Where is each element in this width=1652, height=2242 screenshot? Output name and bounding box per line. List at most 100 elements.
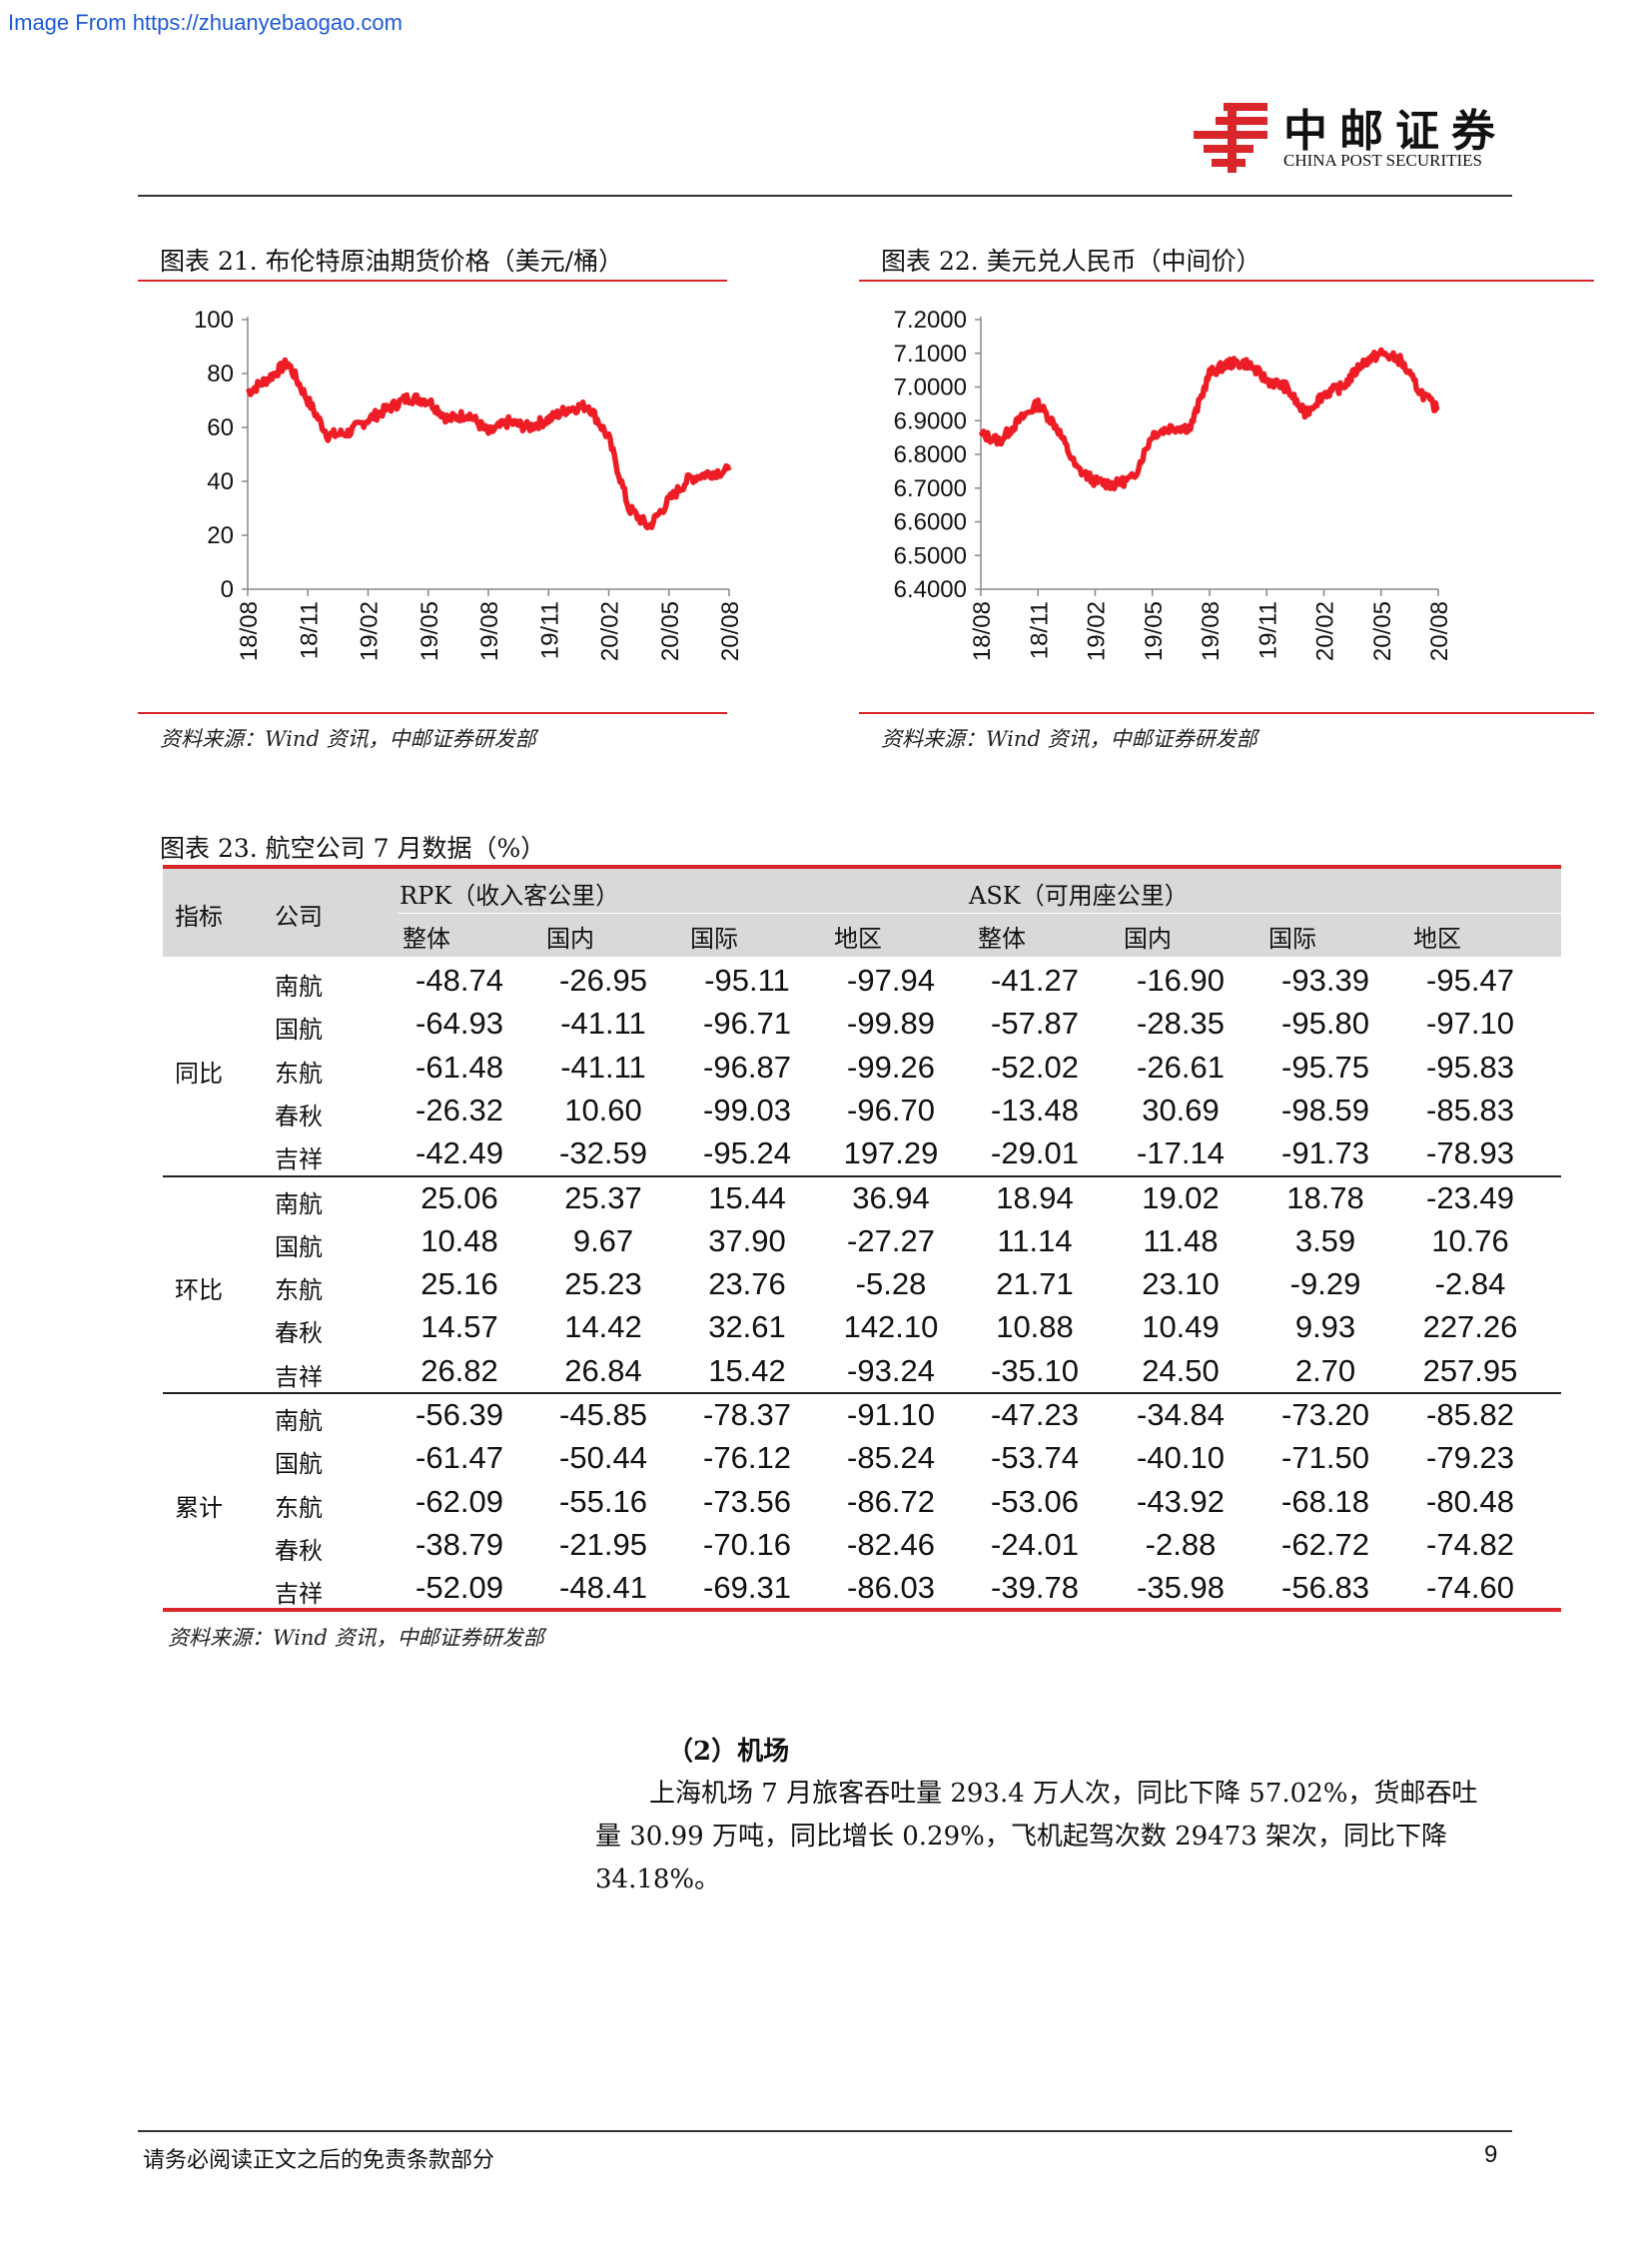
value-cell: -47.23 — [991, 1397, 1079, 1432]
y-tick-label: 20 — [207, 522, 234, 549]
value-cell: -48.41 — [559, 1570, 647, 1606]
value-cell: -26.61 — [1137, 1049, 1225, 1085]
value-cell: 15.44 — [708, 1179, 786, 1215]
value-cell: -40.10 — [1137, 1440, 1225, 1476]
subheader-1: 国内 — [546, 925, 594, 953]
x-tick-label: 20/05 — [657, 601, 684, 661]
value-cell: -86.03 — [847, 1570, 935, 1606]
value-cell: 227.26 — [1422, 1309, 1518, 1345]
value-cell: 10.60 — [564, 1092, 642, 1127]
value-cell: -97.94 — [847, 963, 935, 998]
x-tick-label: 19/11 — [1254, 601, 1281, 659]
value-cell: -96.70 — [847, 1092, 935, 1127]
value-cell: -24.01 — [991, 1526, 1079, 1562]
x-tick-label: 19/11 — [536, 601, 563, 659]
y-tick-label: 7.2000 — [894, 307, 967, 334]
figure22-bottom-rule — [859, 712, 1594, 714]
company-cell: 吉祥 — [275, 1362, 323, 1391]
value-cell: -79.23 — [1426, 1440, 1514, 1476]
value-cell: 19.02 — [1142, 1179, 1220, 1215]
value-cell: 11.48 — [1143, 1222, 1219, 1258]
value-cell: 21.71 — [996, 1266, 1074, 1302]
value-cell: 26.84 — [564, 1352, 642, 1388]
value-cell: 18.78 — [1286, 1179, 1364, 1215]
figure21-title-rule — [138, 280, 727, 282]
company-cell: 东航 — [275, 1059, 323, 1088]
brent-oil-chart: 100 80 60 40 20 018/08 18/11 19/02 19/05 19/08 19/… — [194, 307, 744, 661]
value-cell: -43.92 — [1137, 1483, 1225, 1519]
value-cell: -61.48 — [415, 1049, 503, 1085]
value-cell: -13.48 — [991, 1092, 1079, 1127]
y-tick-label: 80 — [207, 361, 234, 387]
group-divider — [163, 1174, 1561, 1177]
value-cell: -76.12 — [703, 1440, 791, 1476]
value-cell: -56.83 — [1281, 1570, 1369, 1606]
x-tick-label: 18/08 — [236, 601, 263, 661]
x-tick-label: 20/08 — [1426, 601, 1453, 661]
figure21-bottom-rule — [138, 712, 727, 714]
value-cell: 11.14 — [997, 1222, 1073, 1258]
value-cell: -95.75 — [1281, 1049, 1369, 1085]
watermark-link[interactable]: Image From https://zhuanyebaogao.com — [8, 10, 403, 35]
company-cell: 国航 — [275, 1016, 323, 1045]
figure21-title: 图表 21. 布伦特原油期货价格（美元/桶） — [160, 247, 624, 276]
value-cell: -53.06 — [991, 1483, 1079, 1519]
value-cell: 25.23 — [564, 1266, 642, 1302]
header-rpk: RPK（收入客公里） — [400, 882, 620, 910]
subheader-6: 国际 — [1268, 925, 1316, 953]
header-ask: ASK（可用座公里） — [969, 882, 1189, 910]
value-cell: -42.49 — [415, 1135, 503, 1171]
value-cell: -71.50 — [1281, 1440, 1369, 1476]
value-cell: -91.73 — [1281, 1135, 1369, 1171]
subheader-4: 整体 — [978, 925, 1026, 953]
value-cell: -41.27 — [991, 963, 1079, 998]
value-cell: 25.06 — [420, 1179, 498, 1215]
value-cell: 9.93 — [1294, 1309, 1356, 1345]
value-cell: 23.76 — [708, 1266, 786, 1302]
value-cell: -61.47 — [415, 1440, 503, 1476]
footer-divider — [138, 2130, 1512, 2132]
value-cell: -29.01 — [991, 1135, 1079, 1171]
x-tick-label: 20/05 — [1369, 601, 1396, 661]
value-cell: -99.03 — [703, 1092, 791, 1127]
value-cell: -23.49 — [1426, 1179, 1514, 1215]
company-logo: 中邮证券 CHINA POST SECURITIES — [1194, 95, 1513, 180]
value-cell: -96.87 — [703, 1049, 791, 1085]
value-cell: -98.59 — [1281, 1092, 1369, 1127]
value-cell: 36.94 — [852, 1179, 930, 1215]
table-source: 资料来源：Wind 资讯，中邮证券研发部 — [168, 1626, 544, 1650]
value-cell: -99.89 — [847, 1006, 935, 1042]
value-cell: -50.44 — [559, 1440, 647, 1476]
value-cell: 10.49 — [1142, 1309, 1220, 1345]
y-tick-label: 6.7000 — [894, 475, 967, 502]
value-cell: -73.20 — [1281, 1397, 1369, 1432]
group-label: 同比 — [175, 1059, 223, 1088]
footer-disclaimer: 请务必阅读正文之后的免责条款部分 — [143, 2148, 495, 2173]
figure22-title-rule — [859, 280, 1594, 282]
value-cell: -34.84 — [1137, 1397, 1225, 1432]
group-label: 环比 — [175, 1276, 223, 1305]
y-tick-label: 6.6000 — [894, 509, 967, 536]
subheader-5: 国内 — [1124, 925, 1172, 953]
company-cell: 南航 — [275, 1189, 323, 1218]
table-header-divider — [398, 913, 1561, 914]
value-cell: 32.61 — [708, 1309, 786, 1345]
section-heading: （2）机场 — [667, 1737, 790, 1767]
subheader-2: 国际 — [690, 925, 738, 953]
value-cell: -39.78 — [991, 1570, 1079, 1606]
value-cell: -64.93 — [415, 1006, 503, 1042]
value-cell: -62.09 — [415, 1483, 503, 1519]
x-tick-label: 20/02 — [597, 601, 624, 661]
company-cell: 东航 — [275, 1276, 323, 1305]
x-tick-label: 19/02 — [357, 601, 384, 661]
value-cell: 26.82 — [420, 1352, 498, 1388]
x-tick-label: 19/08 — [1198, 601, 1225, 661]
y-tick-label: 6.8000 — [894, 441, 967, 468]
table-top-rule — [163, 865, 1561, 869]
value-cell: -78.37 — [703, 1397, 791, 1432]
subheader-0: 整体 — [403, 925, 450, 953]
company-cell: 国航 — [275, 1450, 323, 1479]
value-cell: 197.29 — [843, 1135, 939, 1171]
company-cell: 春秋 — [275, 1536, 323, 1565]
data-line — [978, 347, 1440, 492]
